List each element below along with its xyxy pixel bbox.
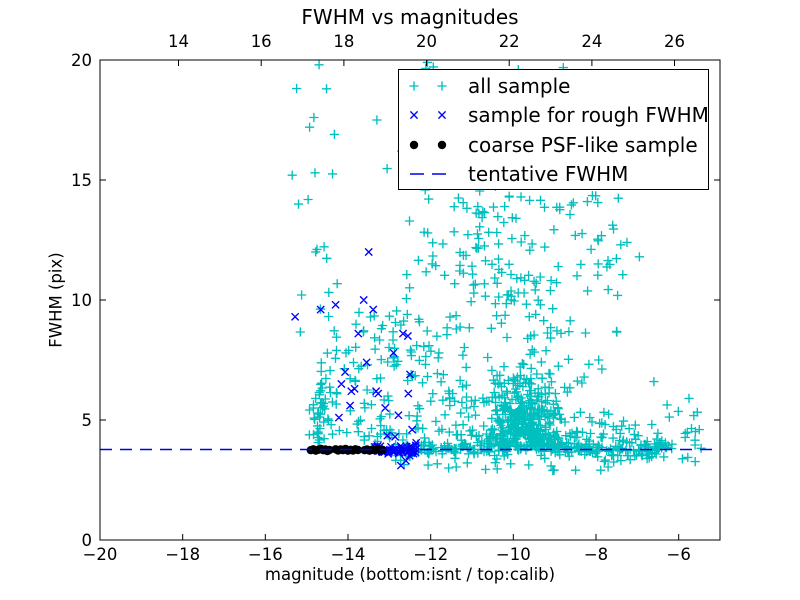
series-layer bbox=[100, 60, 720, 475]
x-top-tick-label: 22 bbox=[499, 32, 520, 51]
legend-entry: coarse PSF-like sample bbox=[399, 130, 708, 160]
x-top-tick-label: 18 bbox=[333, 32, 354, 51]
legend-entry: all sample bbox=[399, 71, 708, 101]
x-bottom-tick-label: −18 bbox=[165, 545, 200, 564]
x-bottom-tick-label: −20 bbox=[83, 545, 118, 564]
x-top-tick-label: 14 bbox=[168, 32, 189, 51]
x-bottom-tick-label: −12 bbox=[413, 545, 448, 564]
legend-label: all sample bbox=[468, 73, 571, 98]
x-top-tick-label: 16 bbox=[251, 32, 272, 51]
x-top-tick-label: 24 bbox=[581, 32, 602, 51]
legend-label: tentative FWHM bbox=[468, 162, 629, 187]
legend-entry: tentative FWHM bbox=[399, 160, 708, 190]
x-bottom-tick-label: −14 bbox=[331, 545, 366, 564]
x-bottom-tick-label: −8 bbox=[584, 545, 608, 564]
legend-x-icon bbox=[409, 111, 447, 120]
x-top-tick-label: 20 bbox=[416, 32, 437, 51]
legend-label: coarse PSF-like sample bbox=[468, 132, 698, 157]
y-tick-label: 15 bbox=[71, 171, 92, 190]
x-bottom-tick-label: −6 bbox=[667, 545, 691, 564]
x-bottom-tick-label: −16 bbox=[248, 545, 283, 564]
legend-dot-icon bbox=[409, 140, 447, 149]
y-tick-label: 10 bbox=[71, 291, 92, 310]
legend: all sample sample for rough FWHM coarse PS… bbox=[398, 69, 709, 190]
y-tick-label: 5 bbox=[82, 411, 93, 430]
y-tick-label: 0 bbox=[82, 531, 93, 550]
y-axis-label: FWHM (pix) bbox=[46, 252, 66, 348]
x-axis-label: magnitude (bottom:isnt / top:calib) bbox=[264, 565, 556, 584]
legend-plus-icon bbox=[409, 81, 447, 91]
x-top-tick-label: 26 bbox=[664, 32, 685, 51]
scatter-dot bbox=[353, 445, 363, 455]
y-tick-label: 20 bbox=[71, 51, 92, 70]
series-sample-for-rough-fwhm bbox=[291, 247, 421, 470]
legend-entry: sample for rough FWHM bbox=[399, 101, 709, 131]
legend-label: sample for rough FWHM bbox=[468, 103, 709, 128]
x-bottom-tick-label: −10 bbox=[496, 545, 531, 564]
legend-dash-icon bbox=[410, 173, 446, 176]
chart-title: FWHM vs magnitudes bbox=[301, 5, 519, 29]
